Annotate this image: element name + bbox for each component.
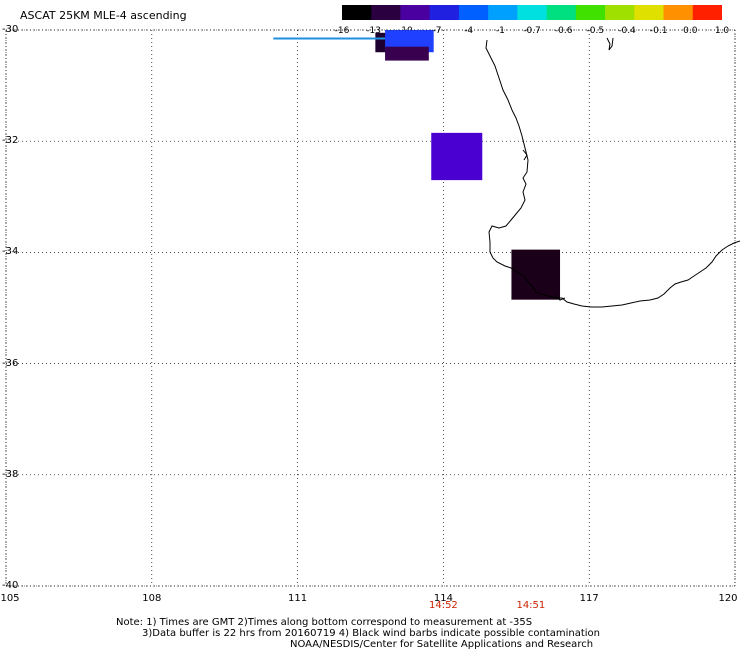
colorbar-tick-label: -13 [366, 26, 382, 36]
colorbar-tick-label: 0.0 [683, 26, 698, 36]
note-line-1: Note: 1) Times are GMT 2)Times along bot… [116, 617, 533, 628]
colorbar-swatch [400, 5, 431, 20]
colorbar-swatch [692, 5, 722, 20]
colorbar-swatch [546, 5, 577, 20]
coast-detail [522, 149, 528, 161]
latitude-label: -38 [2, 468, 19, 480]
coastline [485, 37, 740, 308]
colorbar-swatch [488, 5, 518, 20]
coast-detail-2 [554, 294, 566, 301]
longitude-label: 111 [288, 593, 308, 604]
longitude-label: 117 [579, 593, 599, 604]
colorbar [342, 5, 722, 20]
colorbar-swatch [458, 5, 489, 20]
colorbar-swatch [517, 5, 548, 20]
colorbar-swatch [663, 5, 694, 20]
plot-title: ASCAT 25KM MLE-4 ascending [20, 9, 187, 22]
colorbar-tick-label: -0.1 [649, 26, 668, 36]
longitude-label: 120 [718, 593, 738, 604]
colorbar-tick-label: -0.5 [586, 26, 605, 36]
island-outline [606, 37, 614, 51]
longitude-label: 108 [142, 593, 162, 604]
colorbar-tick-label: -0.6 [554, 26, 573, 36]
latitude-label: -40 [2, 580, 19, 591]
colorbar-swatch [634, 5, 665, 20]
latitude-label: -30 [2, 24, 19, 35]
note-line-3: NOAA/NESDIS/Center for Satellite Applica… [290, 639, 594, 650]
colorbar-swatch [371, 5, 401, 20]
longitude-label: 105 [0, 593, 20, 604]
colorbar-swatch [575, 5, 606, 20]
latitude-label: -32 [2, 135, 19, 147]
time-label: 14:51 [516, 600, 546, 611]
colorbar-tick-label: -4 [464, 26, 474, 36]
colorbar-tick-label: -0.7 [523, 26, 541, 36]
time-label: 14:52 [428, 600, 458, 611]
colorbar-swatch [429, 5, 460, 20]
colorbar-tick-label: -1 [495, 26, 505, 36]
colorbar-tick-label: -16 [334, 26, 350, 36]
graticule [5, 29, 736, 587]
colorbar-swatch [342, 5, 372, 20]
colorbar-tick-label: -7 [432, 26, 442, 36]
swath-cell [385, 46, 429, 61]
australia-coastline [485, 39, 740, 308]
colorbar-swatch [605, 5, 635, 20]
swath-cell [431, 132, 483, 181]
swath-cells [375, 30, 561, 300]
colorbar-tick-label: -0.4 [618, 26, 636, 36]
latitude-label: -36 [2, 357, 19, 369]
plot-frame [5, 29, 736, 587]
longitude-label: 114 [433, 593, 453, 604]
note-line-2: 3)Data buffer is 22 hrs from 20160719 4)… [142, 628, 600, 639]
colorbar-tick-label: 1.0 [714, 26, 730, 36]
latitude-label: -34 [2, 246, 19, 258]
